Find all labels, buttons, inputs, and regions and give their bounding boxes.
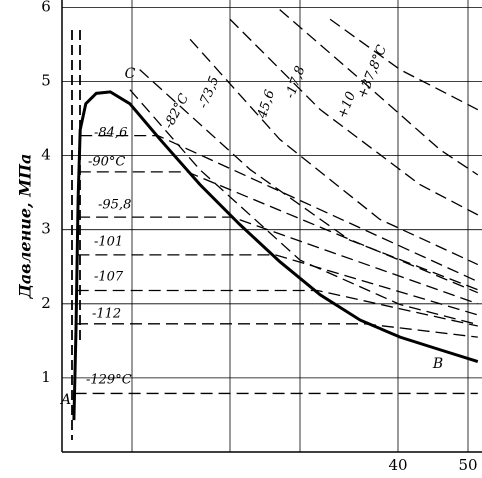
isotherm [279,9,479,176]
y-tick-label: 2 [41,294,51,312]
isotherm-label: +37,8°C [355,43,390,101]
isotherm-label: -82°C [161,91,192,131]
y-axis-label: Давление, МПа [16,154,35,300]
isotherm-label: -101 [94,235,123,250]
saturation-curve [72,90,479,421]
isotherm [229,18,479,216]
isotherm [329,18,479,111]
isotherm [129,89,478,326]
isotherm [189,38,479,266]
isotherm [76,323,478,338]
y-tick-label: 1 [41,368,51,386]
isotherm-label: -90°C [88,155,125,170]
point-label: A [59,392,71,408]
isotherm-label: 45,6 [255,88,279,121]
point-label: C [125,66,136,82]
isotherm-label: -107 [94,270,124,285]
y-tick-label: 5 [41,72,51,90]
isotherm-label: -17,8 [283,64,308,100]
y-tick-label: 6 [41,0,51,15]
isotherm-label: -112 [92,307,121,322]
y-tick-label: 3 [41,220,51,238]
isotherm-label: -73,5 [196,74,222,111]
isotherm [76,289,478,327]
x-tick-label: 40 [388,456,407,474]
x-tick-label: 50 [458,456,477,474]
isotherm [77,254,478,316]
isotherm-label: -95,8 [98,198,131,213]
isotherm-label: -84,6 [94,126,127,141]
isotherm [139,69,479,291]
y-tick-label: 4 [41,146,51,164]
point-label: B [432,356,443,372]
isotherm-label: -129°C [86,373,132,388]
